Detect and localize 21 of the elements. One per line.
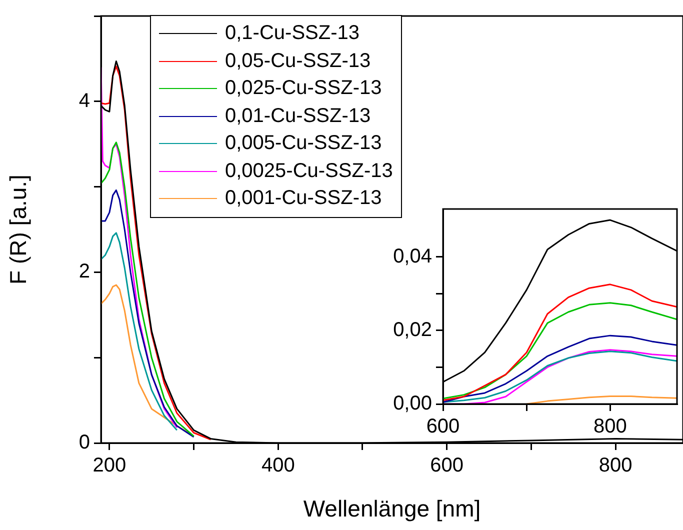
x-tick-label: 400 — [261, 454, 295, 477]
x-tick-label: 800 — [598, 454, 632, 477]
x-tick-label: 800 — [593, 416, 627, 438]
y-axis-title: F (R) [a.u.] — [5, 174, 32, 284]
y-tick-label: 4 — [78, 90, 90, 112]
y-tick-label: 0,00 — [393, 392, 432, 415]
y-tick-label: 2 — [78, 260, 90, 283]
x-tick-label: 600 — [430, 454, 464, 477]
y-tick-label: 0,02 — [393, 318, 432, 341]
y-tick-label: 0,04 — [393, 245, 432, 268]
x-tick-label: 200 — [92, 454, 126, 477]
legend-label: 0,001-Cu-SSZ-13 — [225, 187, 382, 210]
legend-label: 0,1-Cu-SSZ-13 — [225, 22, 360, 46]
y-tick-label: 0 — [78, 432, 90, 454]
legend-label: 0,0025-Cu-SSZ-13 — [225, 160, 393, 183]
legend-label: 0,025-Cu-SSZ-13 — [225, 77, 382, 100]
legend-label: 0,01-Cu-SSZ-13 — [225, 104, 371, 128]
legend-label: 0,05-Cu-SSZ-13 — [225, 50, 371, 73]
x-axis-title: Wellenlänge [nm] — [303, 496, 481, 522]
x-tick-label: 600 — [426, 416, 460, 438]
legend-label: 0,005-Cu-SSZ-13 — [225, 132, 382, 156]
